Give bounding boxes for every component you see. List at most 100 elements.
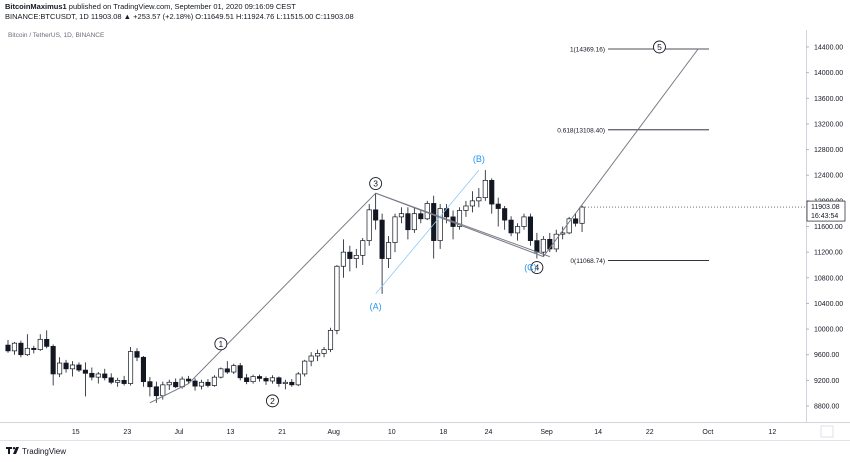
candle-up	[198, 381, 205, 387]
wave-label-circle	[369, 177, 383, 190]
candle-up	[411, 213, 417, 231]
chart-area[interactable]: 14400.00 14000.00 13600.00 13200.00 12800.00…	[0, 30, 850, 440]
candle-up	[366, 209, 372, 241]
candle-down	[508, 219, 514, 234]
candle-up	[327, 330, 334, 350]
tradingview-logo-icon	[6, 447, 19, 454]
correction-wave-line	[375, 192, 550, 258]
candle-down	[418, 213, 424, 220]
y-tick-label: 9200.00	[814, 378, 839, 385]
symbol-text: BINANCE:BTCUSDT, 1D	[5, 12, 89, 21]
candle-up	[308, 355, 314, 362]
ohlc-text: 11903.08 ▲ +253.57 (+2.18%) O:11649.51 H…	[90, 12, 354, 21]
x-tick-label: 24	[485, 429, 493, 436]
candle-down	[147, 381, 153, 388]
y-tick-label: 13200.00	[814, 121, 843, 128]
candle-down	[224, 368, 230, 373]
candle-up	[295, 373, 301, 386]
last-price-box	[806, 200, 846, 222]
candle-down	[76, 364, 82, 371]
candle-down	[405, 213, 411, 231]
fib-level-label: 0(11068.74)	[570, 258, 605, 265]
candle-up	[11, 342, 18, 352]
candle-down	[257, 376, 263, 379]
y-tick-label: 14000.00	[814, 70, 843, 77]
wave-label: (A)	[370, 302, 382, 312]
countdown-label: 16:43:54	[811, 213, 838, 220]
chart-title: Bitcoin / TetherUS, 1D, BINANCE	[8, 32, 105, 39]
candle-up	[392, 216, 398, 243]
candle-down	[534, 240, 540, 253]
candle-up	[353, 254, 359, 259]
candle-down	[192, 380, 198, 387]
x-tick-label: 21	[278, 429, 286, 436]
wave-label-circle	[653, 40, 666, 54]
x-tick-label: Aug	[327, 429, 340, 436]
y-tick-label: 13600.00	[814, 96, 843, 103]
x-tick-label: Sep	[540, 429, 553, 436]
candle-up	[166, 381, 172, 386]
candle-up	[540, 238, 546, 253]
candle-up	[360, 240, 366, 256]
candle-up	[321, 349, 327, 354]
candle-down	[205, 381, 211, 386]
candle-down	[186, 378, 192, 382]
author-name[interactable]: BitcoinMaximus1	[5, 2, 67, 11]
candle-up	[115, 380, 121, 383]
tradingview-brand: TradingView	[22, 447, 67, 456]
candle-down	[50, 346, 56, 375]
candle-down	[489, 179, 495, 205]
candle-up	[211, 376, 217, 386]
candle-up	[476, 197, 482, 202]
candle-up	[463, 205, 469, 211]
candle-up	[250, 376, 256, 382]
wave-label-circle	[214, 337, 228, 351]
x-tick-label: 13	[227, 429, 235, 436]
price-axis-panel	[806, 30, 850, 440]
publish-header: BitcoinMaximus1 published on TradingView…	[0, 0, 850, 30]
candle-up	[514, 226, 521, 234]
candle-down	[495, 203, 501, 209]
candle-up	[128, 351, 134, 384]
wave-label: 5	[657, 42, 662, 52]
wave-label-circle	[530, 261, 544, 274]
candle-down	[108, 377, 114, 383]
candle-up	[302, 360, 308, 375]
candle-down	[244, 377, 250, 382]
tradingview-logo[interactable]: TradingView	[6, 446, 66, 456]
candle-up	[437, 208, 443, 241]
candle-down	[289, 381, 295, 386]
candle-down	[573, 218, 579, 224]
candle-down	[102, 373, 108, 379]
candle-down	[173, 381, 179, 388]
candle-down	[347, 251, 353, 259]
x-tick-label: 18	[439, 429, 447, 436]
wave-label: 1	[218, 339, 223, 349]
x-tick-label: 12	[768, 429, 776, 436]
candle-down	[237, 365, 243, 379]
candle-down	[373, 209, 379, 221]
candle-down	[134, 351, 140, 358]
candle-down	[121, 380, 127, 384]
wave-label: 3	[373, 179, 378, 189]
candle-down	[444, 208, 450, 218]
candlestick-chart[interactable]: 14400.00 14000.00 13600.00 13200.00 12800.00…	[0, 30, 850, 440]
candle-up	[57, 362, 63, 375]
footer: TradingView	[0, 440, 850, 462]
candle-up	[69, 364, 76, 370]
publish-line: BitcoinMaximus1 published on TradingView…	[5, 2, 296, 11]
x-tick-label: 10	[388, 429, 396, 436]
candle-down	[263, 378, 269, 382]
candle-up	[37, 338, 43, 350]
x-tick-label: 15	[72, 429, 80, 436]
wave-label: (C)	[524, 263, 537, 273]
wave-label: 4	[535, 263, 540, 273]
candle-up	[386, 242, 392, 259]
y-tick-label: 14400.00	[814, 45, 843, 52]
wave-label: (B)	[473, 154, 485, 164]
candle-down	[547, 238, 553, 250]
candle-down	[502, 208, 508, 221]
candle-up	[269, 377, 276, 382]
candle-down	[5, 344, 11, 352]
